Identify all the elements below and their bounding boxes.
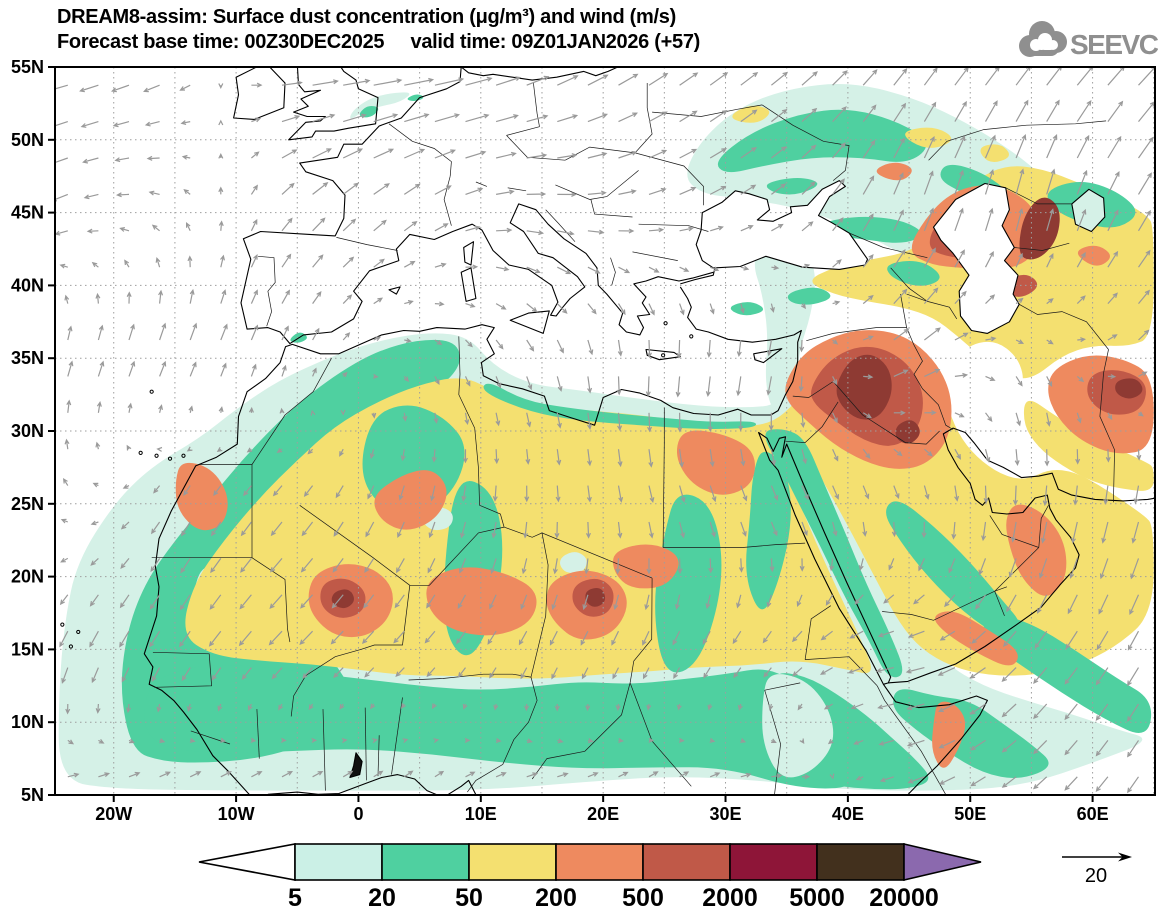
- x-tick-label: 10W: [218, 804, 255, 824]
- wind-reference-value: 20: [1085, 865, 1107, 887]
- y-tick-label: 35N: [11, 348, 44, 368]
- y-tick-label: 40N: [11, 275, 44, 295]
- x-tick-label: 60E: [1077, 804, 1109, 824]
- colorbar-level-label: 5000: [789, 884, 845, 907]
- colorbar-level-label: 50: [455, 884, 483, 907]
- colorbar-segment: [817, 844, 904, 880]
- x-tick-label: 40E: [832, 804, 864, 824]
- colorbar-segment: [730, 844, 817, 880]
- colorbar-level-label: 200: [535, 884, 577, 907]
- colorbar-legend: 5 20 50 200 500 2000 5000 20000: [185, 838, 1015, 907]
- y-tick-label: 30N: [11, 421, 44, 441]
- colorbar-segment: [295, 844, 382, 880]
- colorbar-level-label: 20000: [869, 884, 939, 907]
- dust-concentration-map: 55N 50N 45N 40N 35N 30N 25N 20N 15N 10N 5N 20W 10W 0 1…: [0, 0, 1165, 907]
- y-tick-label: 55N: [11, 57, 44, 77]
- x-tick-label: 20E: [587, 804, 619, 824]
- colorbar-segment: [556, 844, 643, 880]
- y-tick-label: 20N: [11, 567, 44, 587]
- y-tick-label: 25N: [11, 494, 44, 514]
- colorbar-over-range-arrow: [904, 844, 981, 880]
- x-tick-label: 20W: [95, 804, 132, 824]
- x-tick-label: 10E: [465, 804, 497, 824]
- y-tick-label: 15N: [11, 639, 44, 659]
- weather-chart-page: DREAM8-assim: Surface dust concentration…: [0, 0, 1165, 907]
- colorbar-under-range-arrow: [199, 844, 295, 880]
- y-tick-label: 10N: [11, 712, 44, 732]
- wind-reference-key: 20: [1048, 840, 1163, 900]
- colorbar-level-label: 5: [288, 884, 302, 907]
- x-tick-label: 50E: [954, 804, 986, 824]
- region-teal-holland-spot: [408, 94, 424, 101]
- colorbar-level-label: 2000: [702, 884, 758, 907]
- colorbar-segment: [469, 844, 556, 880]
- region-teal-turkey-spot2: [731, 302, 763, 315]
- colorbar-segment: [382, 844, 469, 880]
- colorbar-level-label: 20: [368, 884, 396, 907]
- x-tick-label: 0: [353, 804, 363, 824]
- colorbar-level-label: 500: [622, 884, 664, 907]
- y-tick-label: 50N: [11, 130, 44, 150]
- x-tick-label: 30E: [710, 804, 742, 824]
- wind-reference-arrow-icon: [1062, 853, 1132, 862]
- region-cyan-uk-patch: [350, 92, 409, 118]
- colorbar-segment: [643, 844, 730, 880]
- y-tick-label: 5N: [21, 785, 44, 805]
- y-tick-label: 45N: [11, 203, 44, 223]
